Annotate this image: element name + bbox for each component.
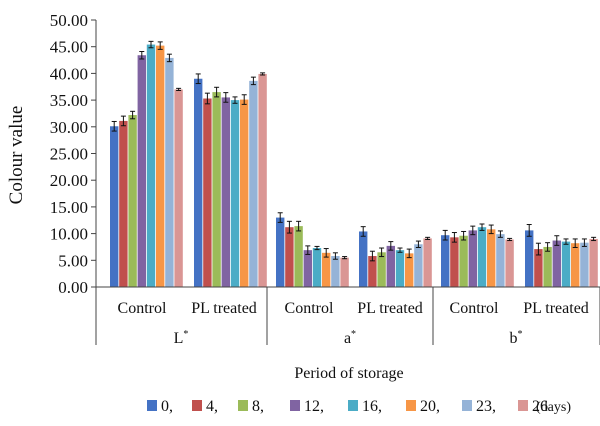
legend-label: 20, [420,398,440,415]
x-category-label: PL treated [191,300,257,317]
y-tick-label: 40.00 [50,64,88,83]
x-axis-title: Period of storage [294,365,403,382]
bar [496,234,505,287]
bar [543,246,552,287]
y-tick-label: 15.00 [50,198,88,217]
bar [441,235,450,287]
legend-label: 8, [252,398,264,415]
bar [580,242,589,287]
y-tick-label: 25.00 [50,145,88,164]
x-group-label-text: L [174,330,184,347]
bar [534,249,543,287]
bar [423,238,432,287]
legend-label: 4, [206,398,218,415]
legend-label: 16, [362,398,382,415]
bar [377,252,386,287]
legend-swatch [348,400,358,411]
bar [240,99,249,287]
y-tick-label: 0.00 [58,278,88,297]
legend-label: 12, [304,398,324,415]
bar [258,73,267,288]
bar [414,244,423,287]
y-tick-label: 35.00 [50,91,88,110]
x-group-label-superscript: * [183,329,188,340]
legend-swatch [406,400,416,411]
bar [331,256,340,287]
bar [119,120,128,288]
bar [165,57,174,287]
bar [368,256,377,287]
y-tick-label: 45.00 [50,38,88,57]
legend-swatch [462,400,472,411]
bar [212,92,221,287]
bar [312,248,322,287]
x-group-label-text: a [344,330,351,347]
bar [303,250,312,287]
x-group-label-superscript: * [351,329,356,340]
legend-swatch [238,400,248,411]
y-tick-label: 20.00 [50,171,88,190]
legend-suffix: (days) [536,400,571,415]
x-group-label: a* [344,329,356,347]
bar [285,227,294,287]
legend-label: 26 [532,398,548,415]
bar [194,78,203,288]
y-tick-label: 5.00 [58,251,88,270]
y-tick-label: 30.00 [50,118,88,137]
bar [395,250,405,287]
bar [110,126,119,288]
bar [249,80,258,287]
x-category-label: Control [285,300,334,317]
legend: 0, 4, 8, 12, 16, 20, 23, 26(days) [147,398,571,415]
x-category-label: Control [450,300,499,317]
bar [156,45,165,287]
bar [146,44,156,288]
x-group-label-superscript: * [518,329,523,340]
legend-swatch [192,400,202,411]
legend-label: 23, [476,398,496,415]
bar [405,253,414,287]
bar [487,229,496,287]
y-tick-label: 10.00 [50,225,88,244]
bar [386,245,395,287]
x-group-label-text: b [510,330,518,347]
x-category-label: Control [118,300,167,317]
bar [322,252,331,287]
bar [571,243,580,287]
bar [589,238,598,287]
bar [221,97,230,288]
legend-label: 0, [161,398,173,415]
bar [561,241,571,287]
y-tick-label: 50.00 [50,11,88,30]
bar [174,89,183,287]
legend-swatch [290,400,300,411]
x-group-label: L* [174,329,189,347]
legend-swatch [518,400,528,411]
y-axis-title: Colour value [6,106,27,205]
bar [340,257,349,287]
bar [450,237,459,287]
bar [137,55,146,287]
bar [459,235,468,287]
x-category-label: PL treated [523,300,589,317]
bar [477,227,487,287]
bar [505,239,514,287]
bar [468,230,477,287]
bar [276,217,285,287]
bar [203,98,212,287]
legend-swatch [147,400,157,411]
bar [359,231,368,287]
bar [525,230,534,287]
bar [230,100,240,287]
bar [294,226,303,287]
x-group-label: b* [510,329,523,347]
x-category-label: PL treated [357,300,423,317]
y-axis: 0.00 5.00 10.00 15.00 20.00 25.00 30.00 35.00 40… [50,11,97,297]
bar [128,115,137,287]
bars [110,40,598,288]
bar [552,240,561,287]
